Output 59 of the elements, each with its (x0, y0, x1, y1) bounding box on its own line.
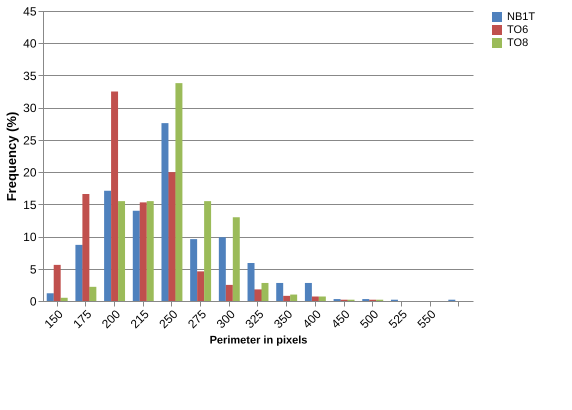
x-tick-label: 250 (156, 306, 181, 332)
bar (82, 194, 90, 301)
bar (226, 284, 233, 301)
bar (89, 286, 96, 301)
bar (111, 92, 118, 301)
bar (46, 293, 54, 301)
bar (118, 201, 126, 301)
x-tick-label: 300 (214, 306, 238, 332)
bar (312, 296, 319, 301)
bar (318, 296, 326, 301)
y-tick-label: 35 (23, 68, 37, 83)
legend-label: NB1T (507, 11, 536, 23)
bar (304, 282, 312, 301)
y-tick-label: 10 (23, 230, 37, 244)
bar (218, 237, 226, 301)
bar (132, 210, 140, 301)
y-tick-label: 5 (30, 262, 37, 276)
y-tick-label: 40 (23, 36, 37, 51)
x-tick-label: 525 (386, 306, 410, 332)
y-tick-label: 15 (23, 198, 37, 212)
bar (232, 217, 240, 301)
x-tick-label: 500 (357, 306, 382, 332)
y-axis-title: Frequency (%) (4, 112, 20, 202)
y-tick-label: 30 (23, 101, 37, 116)
x-tick-label: 350 (271, 306, 296, 332)
bar (190, 239, 198, 301)
bar (261, 282, 268, 301)
x-tick-label: 450 (328, 306, 353, 332)
bar (290, 294, 298, 301)
x-tick-label: 275 (185, 306, 210, 332)
y-tick-label: 25 (23, 133, 37, 148)
bar (276, 282, 284, 301)
bar (146, 201, 154, 301)
bar (104, 190, 112, 301)
x-axis-title: Perimeter in pixels (210, 334, 308, 346)
bar (254, 289, 262, 301)
x-tick-label: 175 (70, 306, 95, 332)
bar (197, 271, 204, 301)
x-tick-label: 200 (98, 306, 124, 332)
bar (248, 262, 255, 301)
bar (283, 296, 290, 301)
legend-label: TO8 (507, 37, 528, 49)
x-tick-label: 215 (128, 306, 152, 332)
bar (75, 244, 82, 301)
x-tick-label: 400 (300, 306, 324, 332)
bar (161, 123, 168, 301)
y-tick-label: 20 (23, 166, 37, 180)
y-tick-label: 45 (23, 4, 37, 18)
bar (140, 202, 147, 301)
bar (204, 201, 212, 301)
legend-label: TO6 (507, 24, 528, 36)
y-tick-label: 0 (30, 294, 37, 308)
bar (60, 298, 68, 301)
x-tick-label: 150 (42, 306, 66, 332)
bar (175, 83, 182, 301)
bar (54, 264, 61, 301)
x-tick-label: 550 (414, 306, 439, 332)
x-tick-label: 325 (242, 306, 267, 332)
bar (168, 172, 176, 301)
